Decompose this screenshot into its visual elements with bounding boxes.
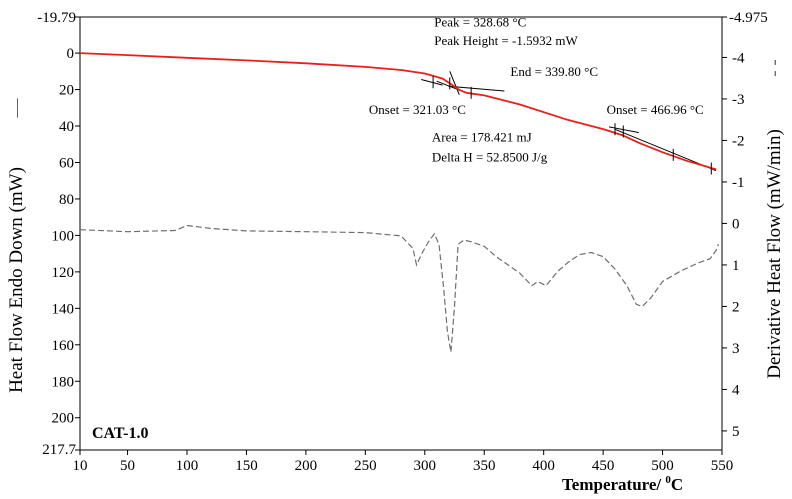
- tick-marks: [75, 16, 727, 455]
- x-tick-label: 400: [532, 458, 555, 474]
- left-y-tick-label: 140: [52, 301, 75, 317]
- x-tick-label: 550: [711, 458, 734, 474]
- left-y-tick-label: 60: [59, 155, 74, 171]
- left-y-tick-label: 0: [67, 46, 75, 62]
- x-axis-title-sup: 0: [665, 474, 671, 486]
- right-axis-top-label: -4.975: [729, 10, 768, 26]
- left-y-tick-label: 180: [52, 374, 75, 390]
- analysis-markers: [432, 76, 712, 175]
- x-axis-title: Temperature/ 0C: [562, 474, 683, 494]
- right-y-tick-label: -1: [732, 175, 745, 191]
- annotation-label: End = 339.80 °C: [510, 64, 598, 79]
- x-tick-label: 350: [473, 458, 496, 474]
- left-axis-title: Heat Flow Endo Down (mW): [6, 167, 27, 393]
- right-y-tick-label: -4: [732, 50, 745, 66]
- left-y-tick-label: 200: [52, 411, 75, 427]
- x-tick-label: 200: [295, 458, 318, 474]
- left-y-tick-label: 100: [52, 228, 75, 244]
- x-axis-title-unit: C: [671, 475, 683, 494]
- right-y-tick-labels: -4 -3 -2 -1 0 1 2 3 4 5: [732, 50, 745, 439]
- right-y-tick-label: 2: [732, 299, 740, 315]
- x-tick-label: 300: [414, 458, 437, 474]
- x-tick-labels: 10 50 100 150 200 250 300 350 400 450 500 550: [73, 458, 734, 474]
- left-y-tick-labels: 0 20 40 60 80 100 120 140 160 180 200: [52, 46, 75, 427]
- sample-label: CAT-1.0: [92, 425, 148, 442]
- x-tick-label: 100: [176, 458, 199, 474]
- right-y-tick-label: 1: [732, 258, 740, 274]
- derivative-heat-flow-series: [79, 224, 719, 353]
- x-tick-label: 250: [354, 458, 377, 474]
- right-y-tick-label: 0: [732, 216, 740, 232]
- left-y-tick-label: 40: [59, 119, 74, 135]
- right-axis-legend-marker: - -: [764, 59, 785, 76]
- left-axis-legend-marker: —: [6, 98, 27, 119]
- heat-flow-series: [79, 52, 717, 171]
- plot-frame: [79, 16, 723, 451]
- left-y-tick-label: 80: [59, 192, 74, 208]
- right-y-tick-label: -2: [732, 133, 745, 149]
- x-tick-label: 500: [651, 458, 674, 474]
- tangent-line: [448, 85, 505, 92]
- left-y-tick-label: 120: [52, 265, 75, 281]
- x-tick-label: 50: [120, 458, 135, 474]
- x-tick-label: 150: [235, 458, 258, 474]
- annotation-label: Onset = 321.03 °C: [369, 102, 466, 117]
- annotation-label: Peak = 328.68 °C: [434, 15, 526, 30]
- left-axis-top-label: -19.79: [37, 10, 76, 26]
- tangent-line: [608, 126, 639, 134]
- right-y-tick-label: -3: [732, 92, 745, 108]
- left-axis-bottom-label: 217.7: [42, 442, 76, 458]
- right-axis-title: Derivative Heat Flow (mW/min): [764, 129, 785, 379]
- tangent-line: [421, 79, 443, 86]
- x-tick-label: 450: [592, 458, 615, 474]
- left-y-tick-label: 160: [52, 338, 75, 354]
- right-y-tick-label: 3: [732, 341, 740, 357]
- x-tick-label: 10: [73, 458, 88, 474]
- right-y-tick-label: 4: [732, 382, 740, 398]
- tangent-line: [449, 71, 460, 95]
- annotation-label: Area = 178.421 mJ: [432, 130, 532, 145]
- annotation-label: Peak Height = -1.5932 mW: [434, 33, 578, 48]
- right-y-tick-label: 5: [732, 424, 740, 440]
- annotations: Peak = 328.68 °C Peak Height = -1.5932 mW…: [369, 15, 704, 165]
- annotation-label: Delta H = 52.8500 J/g: [432, 150, 548, 165]
- annotation-label: Onset = 466.96 °C: [607, 102, 704, 117]
- left-y-tick-label: 20: [59, 83, 74, 99]
- x-axis-title-main: Temperature/: [562, 475, 665, 494]
